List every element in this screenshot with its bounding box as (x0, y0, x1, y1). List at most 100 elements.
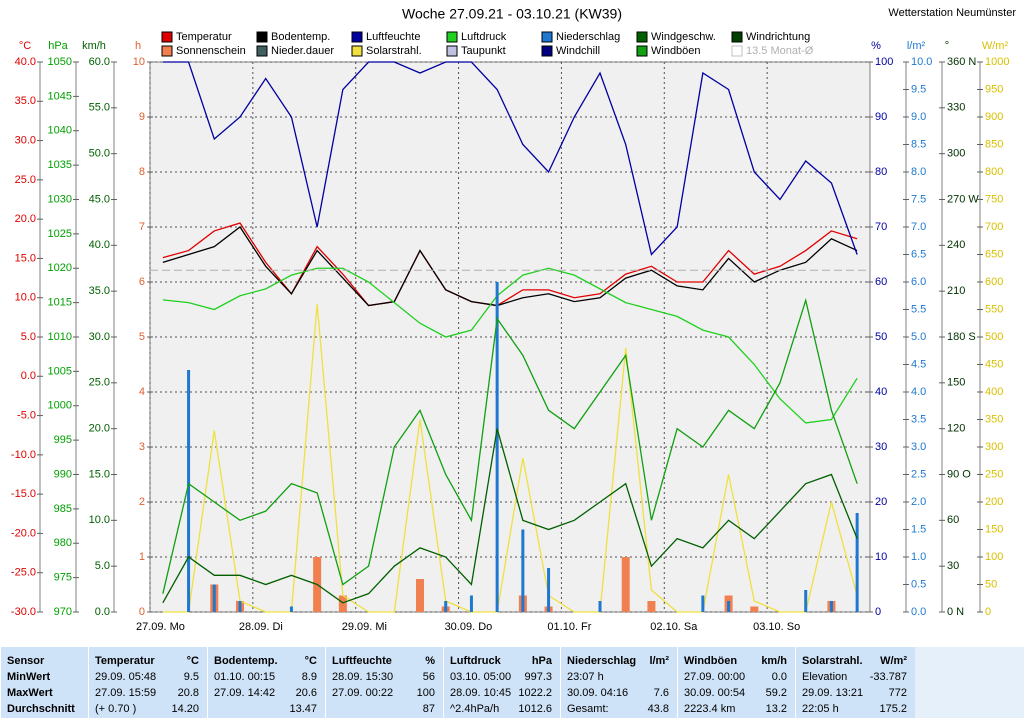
series-line (162, 297, 858, 594)
tick-label: -15.0 (11, 488, 36, 500)
x-tick-label: 02.10. Sa (650, 621, 698, 633)
tick-label: 10.0 (89, 514, 110, 526)
tick-label: 0.0 (911, 606, 926, 618)
tick-label: -5.0 (17, 409, 36, 421)
table-cell: 13.2 (765, 703, 787, 715)
legend-label: Windgeschw. (651, 31, 716, 43)
series-line (162, 428, 858, 604)
tick-label: 25.0 (89, 377, 110, 389)
tick-label: 850 (985, 138, 1003, 150)
series-line (162, 222, 858, 307)
table-cell: MinWert (7, 671, 51, 683)
legend-label: Bodentemp. (271, 31, 330, 43)
table-column: Niederschlag l/m² 23:07 h 30.09. 04:16 7.6 Ge… (560, 647, 677, 718)
legend-swatch (636, 31, 648, 43)
bar (521, 529, 525, 612)
table-cell: °C (304, 655, 317, 667)
legend-label: Niederschlag (556, 31, 620, 43)
tick-label: 300 (985, 441, 1003, 453)
axis-unit: h (135, 40, 141, 52)
tick-label: 35.0 (89, 285, 110, 297)
table-cell: 27.09. 15:59 (95, 687, 157, 699)
tick-label: 150 (947, 377, 965, 389)
tick-label: 1005 (48, 365, 72, 377)
tick-label: 3.0 (911, 441, 926, 453)
tick-label: 10 (875, 551, 887, 563)
tick-label: 800 (985, 166, 1003, 178)
legend-label: Windchill (556, 45, 600, 57)
tick-label: 180 S (947, 331, 976, 343)
table-cell: ^2.4hPa/h (450, 703, 500, 715)
tick-label: 600 (985, 276, 1003, 288)
bar (238, 601, 242, 612)
tick-label: 30 (875, 441, 887, 453)
table-cell: 8.9 (301, 671, 317, 683)
tick-label: 300 (947, 148, 965, 160)
table-cell: 772 (888, 687, 907, 699)
tick-label: 90 O (947, 468, 971, 480)
tick-label: 350 (985, 413, 1003, 425)
x-tick-label: 01.10. Fr (547, 621, 591, 633)
tick-label: 30 (947, 560, 959, 572)
legend-label: Luftdruck (461, 31, 507, 43)
tick-label: 20.0 (15, 213, 36, 225)
tick-label: 0 (985, 606, 991, 618)
legend-label: Luftfeuchte (366, 31, 420, 43)
axis-unit: l/m² (907, 40, 926, 52)
table-cell: MaxWert (7, 687, 53, 699)
tick-label: 2 (139, 496, 145, 508)
legend-swatch (541, 45, 553, 57)
table-column: Luftdruck hPa 03.10. 05:00 997.3 28.09. 10:4… (443, 647, 560, 718)
table-cell: 01.10. 00:15 (214, 671, 276, 683)
tick-label: 15.0 (15, 252, 36, 264)
legend-label: Windböen (651, 45, 701, 57)
table-cell: 100 (416, 687, 435, 699)
tick-label: 200 (985, 496, 1003, 508)
bar (855, 513, 859, 612)
tick-label: 1000 (985, 56, 1009, 68)
bar (469, 595, 473, 612)
tick-label: 270 W (947, 193, 979, 205)
tick-label: 15.0 (89, 468, 110, 480)
table-cell: 27.09. 14:42 (214, 687, 276, 699)
tick-label: 1 (139, 551, 145, 563)
tick-label: 995 (54, 434, 72, 446)
table-cell: % (425, 655, 435, 667)
bar (727, 601, 731, 612)
legend-swatch (731, 31, 743, 43)
table-cell: W/m² (880, 655, 907, 667)
table-cell: 9.5 (183, 671, 199, 683)
table-cell: 7.6 (653, 687, 669, 699)
x-tick-label: 29.09. Mi (342, 621, 387, 633)
table-cell: Temperatur (95, 655, 155, 667)
tick-label: 7 (139, 221, 145, 233)
tick-label: 50.0 (89, 148, 110, 160)
table-cell: (+ 0.70 ) (95, 703, 137, 715)
table-cell: 20.8 (177, 687, 199, 699)
tick-label: 2.5 (911, 468, 926, 480)
bar (547, 568, 551, 612)
series-line (162, 267, 858, 424)
tick-label: 40.0 (15, 56, 36, 68)
table-cell: 29.09. 13:21 (802, 687, 864, 699)
legend-swatch (161, 45, 173, 57)
tick-label: -30.0 (11, 606, 36, 618)
legend-swatch (351, 31, 363, 43)
bar (495, 282, 499, 612)
table-cell: 14.20 (171, 703, 199, 715)
chart: Woche 27.09.21 - 03.10.21 (KW39) Wetters… (11, 6, 1016, 633)
tick-label: 1020 (48, 262, 72, 274)
legend-swatch (636, 45, 648, 57)
tick-label: 100 (985, 551, 1003, 563)
tick-label: 6.0 (911, 276, 926, 288)
tick-label: 1040 (48, 125, 72, 137)
tick-label: 8 (139, 166, 145, 178)
table-cell: 28.09. 10:45 (450, 687, 512, 699)
legend-label: Taupunkt (461, 45, 506, 57)
tick-label: -10.0 (11, 449, 36, 461)
bar (750, 606, 759, 612)
tick-label: 10 (133, 56, 145, 68)
tick-label: 500 (985, 331, 1003, 343)
tick-label: 5.0 (95, 560, 110, 572)
tick-label: 9 (139, 111, 145, 123)
